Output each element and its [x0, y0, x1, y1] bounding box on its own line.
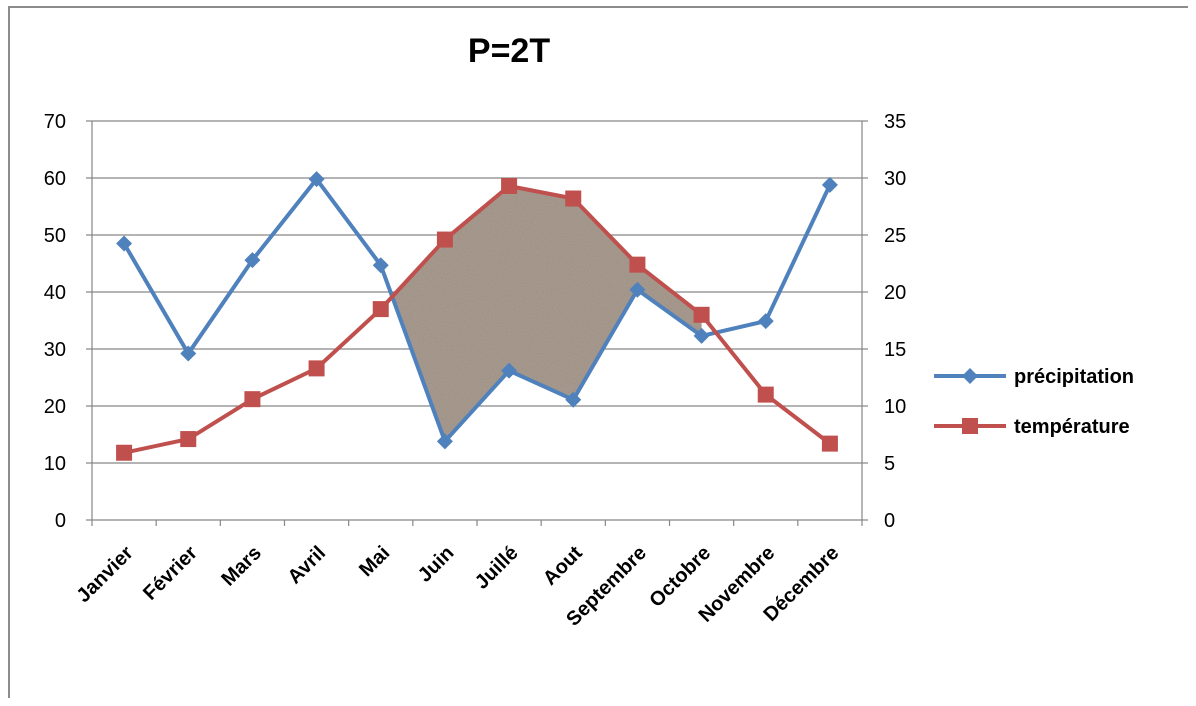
- diamond-marker: [565, 391, 582, 408]
- left-axis-tick-label: 40: [44, 282, 66, 304]
- diamond-marker: [693, 327, 710, 344]
- x-axis-tick-label: Aout: [539, 542, 587, 590]
- legend-label: précipitation: [1014, 366, 1134, 388]
- diamond-marker: [244, 252, 261, 269]
- x-axis-tick-label: Mai: [355, 542, 394, 581]
- square-marker: [693, 306, 710, 323]
- x-axis-tick-label: Janvier: [73, 542, 138, 607]
- diamond-marker: [116, 235, 133, 252]
- series-line-square: [123, 183, 832, 455]
- square-marker: [372, 301, 389, 318]
- series: [116, 171, 838, 461]
- legend-square-marker: [962, 418, 978, 434]
- square-marker: [757, 386, 774, 403]
- left-axis-tick-label: 30: [44, 339, 66, 361]
- square-marker: [308, 360, 325, 377]
- diamond-marker: [629, 281, 646, 298]
- left-axis-tick-label: 60: [44, 168, 66, 190]
- left-axis-tick-label: 70: [44, 111, 66, 133]
- diamond-marker: [308, 171, 325, 188]
- diamond-marker: [180, 345, 197, 362]
- x-axis-tick-label: Juillé: [471, 542, 523, 594]
- square-marker: [629, 256, 646, 273]
- right-axis-tick-label: 30: [884, 168, 906, 190]
- left-axis-tick-label: 50: [44, 225, 66, 247]
- legend: précipitation température: [934, 366, 1134, 438]
- diamond-marker: [436, 433, 453, 450]
- right-axis-tick-label: 0: [884, 510, 895, 532]
- right-axis-tick-label: 15: [884, 339, 906, 361]
- x-axis-tick-label: Mars: [217, 542, 266, 591]
- series-line-diamond: [122, 177, 832, 444]
- chart-title: P=2T: [468, 32, 550, 70]
- left-axis-tick-label: 0: [55, 510, 66, 532]
- square-marker: [244, 391, 261, 408]
- right-axis-tick-label: 35: [884, 111, 906, 133]
- right-axis-tick-label: 25: [884, 225, 906, 247]
- square-marker: [501, 177, 518, 194]
- x-axis-tick-label: Avril: [284, 542, 330, 588]
- square-marker: [180, 431, 197, 448]
- x-axis-tick-label: Juin: [414, 542, 459, 587]
- square-marker: [436, 231, 453, 248]
- left-axis-tick-label: 10: [44, 453, 66, 475]
- legend-label: température: [1014, 416, 1130, 438]
- diamond-marker: [821, 176, 838, 193]
- diamond-marker: [757, 313, 774, 330]
- shaded-area: [392, 185, 702, 442]
- right-axis-tick-label: 10: [884, 396, 906, 418]
- square-marker: [565, 190, 582, 207]
- right-axis-tick-label: 20: [884, 282, 906, 304]
- diamond-marker: [501, 362, 518, 379]
- left-axis-tick-label: 20: [44, 396, 66, 418]
- legend-diamond-marker: [962, 368, 978, 384]
- square-marker: [116, 444, 133, 461]
- shaded-region: [392, 185, 702, 442]
- right-axis-tick-label: 5: [884, 453, 895, 475]
- diamond-marker: [372, 257, 389, 274]
- x-axis-tick-label: Février: [139, 542, 202, 605]
- square-marker: [821, 435, 838, 452]
